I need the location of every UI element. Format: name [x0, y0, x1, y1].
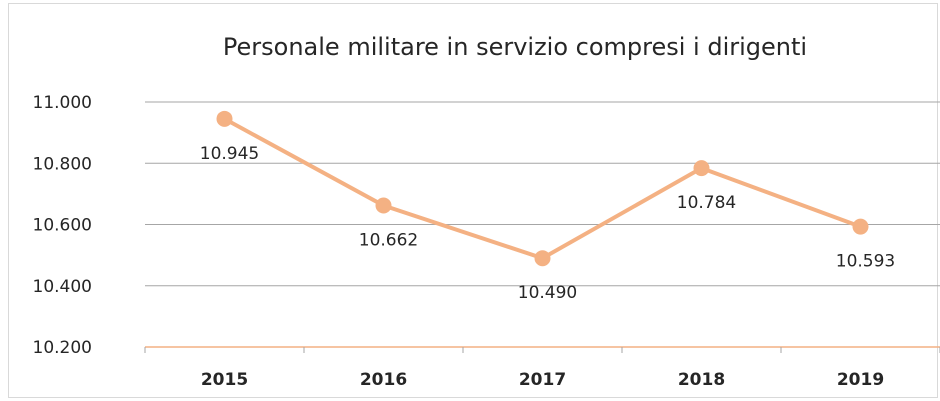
series-line: [222, 116, 863, 261]
data-point: [216, 110, 233, 127]
y-axis: 10.200 10.400 10.600 10.800 11.000: [33, 93, 92, 358]
data-point: [534, 250, 551, 267]
series: [216, 110, 869, 267]
x-tick-label: 2019: [837, 370, 884, 390]
x-axis: 2015 2016 2017 2018 2019: [144, 346, 940, 390]
data-label: 10.490: [518, 283, 577, 303]
data-point: [693, 160, 710, 177]
data-label: 10.593: [836, 252, 895, 272]
y-tick-label: 10.600: [33, 216, 92, 236]
x-tick-label: 2015: [201, 370, 248, 390]
y-tick-label: 11.000: [33, 93, 92, 113]
data-point: [852, 218, 869, 235]
x-tick-label: 2018: [678, 370, 725, 390]
y-tick-label: 10.200: [33, 338, 92, 358]
data-label: 10.784: [677, 193, 736, 213]
y-tick-label: 10.800: [33, 154, 92, 174]
gridlines: [145, 101, 940, 287]
chart-title: Personale militare in servizio compresi …: [223, 33, 807, 61]
y-tick-label: 10.400: [33, 277, 92, 297]
x-tick-label: 2017: [519, 370, 566, 390]
chart-frame: [8, 3, 938, 398]
data-label: 10.945: [200, 144, 259, 164]
data-point: [375, 197, 392, 214]
x-tick-label: 2016: [360, 370, 407, 390]
data-label: 10.662: [359, 231, 418, 251]
data-labels: 10.945 10.662 10.490 10.784 10.593: [200, 144, 895, 303]
